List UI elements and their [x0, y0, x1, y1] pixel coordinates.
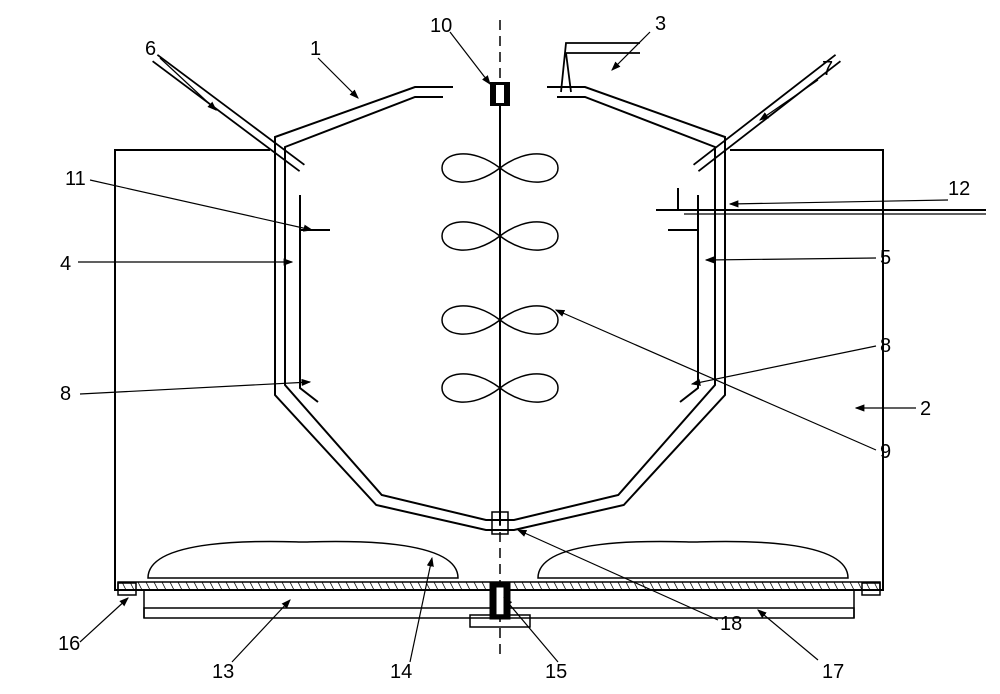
leader-l10 — [450, 32, 490, 84]
leader-l1 — [318, 58, 358, 98]
callout-l18: 18 — [720, 613, 742, 635]
leader-l11 — [90, 180, 312, 230]
callout-l15: 15 — [545, 661, 567, 683]
callout-l3: 3 — [655, 13, 666, 35]
diagram-canvas: 1234567889101112131415161718 — [0, 0, 1000, 694]
callout-l12: 12 — [948, 178, 970, 200]
callout-l5: 5 — [880, 247, 891, 269]
leader-lines — [78, 32, 948, 662]
callout-l10: 10 — [430, 15, 452, 37]
callout-l16: 16 — [58, 633, 80, 655]
leader-l16 — [80, 598, 128, 642]
vent-pipe — [561, 43, 640, 92]
callout-l11: 11 — [65, 168, 86, 190]
callout-l7: 7 — [822, 58, 833, 80]
leader-l6 — [160, 58, 216, 110]
leader-l14 — [410, 558, 432, 662]
baffle-right — [668, 195, 698, 402]
leader-l5 — [706, 258, 876, 260]
callout-l13: 13 — [212, 661, 234, 683]
leader-l13 — [232, 600, 290, 662]
leader-l7 — [760, 80, 818, 120]
callout-l8: 8 — [60, 383, 71, 405]
probe — [656, 188, 986, 210]
callout-l1: 1 — [310, 38, 321, 60]
callout-l17: 17 — [822, 661, 844, 683]
callout-l2: 2 — [920, 398, 931, 420]
leader-l3 — [612, 32, 650, 70]
callout-l4: 4 — [60, 253, 71, 275]
callout-l14: 14 — [390, 661, 412, 683]
callout-l8b: 8 — [880, 335, 891, 357]
top-motor — [490, 82, 510, 106]
callout-l6: 6 — [145, 38, 156, 60]
baffle-left — [300, 195, 330, 402]
leader-l12 — [730, 200, 948, 204]
bottom-assembly — [118, 541, 880, 627]
leader-l8b — [692, 346, 876, 384]
callout-l9: 9 — [880, 441, 891, 463]
